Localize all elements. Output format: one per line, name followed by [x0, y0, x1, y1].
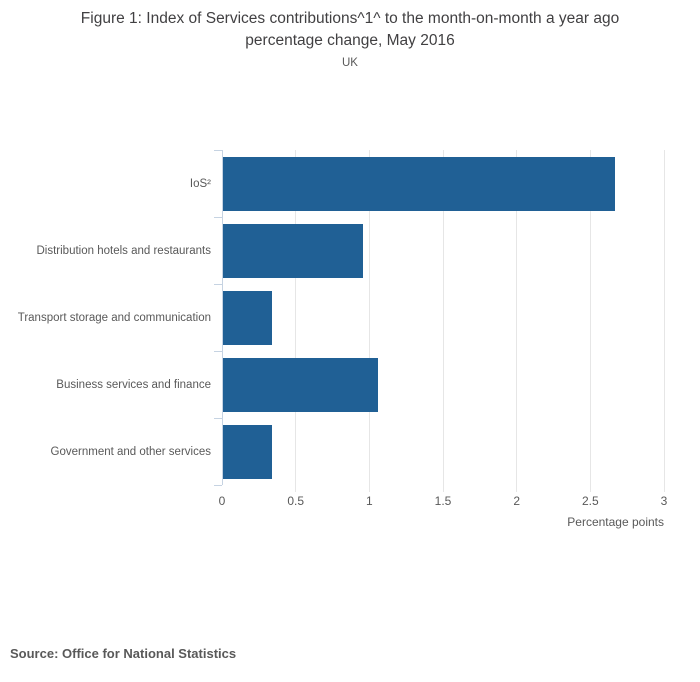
gridline	[295, 150, 297, 492]
category-label: Government and other services	[50, 445, 211, 458]
x-tick-label: 1.5	[434, 494, 452, 508]
bar	[223, 357, 378, 412]
y-axis-tick	[214, 284, 222, 285]
category-label: IoS²	[189, 177, 211, 190]
bar	[223, 290, 272, 345]
bar	[223, 156, 615, 211]
gridline	[663, 150, 665, 492]
x-tick-label: 1	[365, 494, 373, 508]
x-axis-label: Percentage points	[567, 515, 664, 529]
x-tick-label: 2.5	[581, 494, 599, 508]
bar	[223, 223, 363, 278]
source-note: Source: Office for National Statistics	[10, 646, 237, 661]
x-tick-label: 0.5	[287, 494, 304, 508]
x-tick-label: 0	[218, 494, 226, 508]
y-axis-tick	[214, 418, 222, 419]
y-axis-tick	[214, 217, 222, 218]
category-label: Business services and finance	[56, 378, 211, 391]
y-axis-line	[222, 150, 223, 485]
gridline	[589, 150, 591, 492]
bar	[223, 424, 272, 479]
category-label: Distribution hotels and restaurants	[36, 244, 211, 257]
y-axis-tick	[214, 485, 222, 486]
category-label: Transport storage and communication	[17, 311, 211, 324]
gridline	[516, 150, 518, 492]
x-tick-label: 3	[660, 494, 668, 508]
chart-title: Figure 1: Index of Services contribution…	[80, 10, 620, 49]
gridline	[368, 150, 370, 492]
x-tick-label: 2	[513, 494, 520, 508]
chart-subtitle: UK	[342, 57, 358, 69]
y-axis-tick	[214, 150, 222, 151]
y-axis-tick	[214, 351, 222, 352]
gridline	[442, 150, 444, 492]
